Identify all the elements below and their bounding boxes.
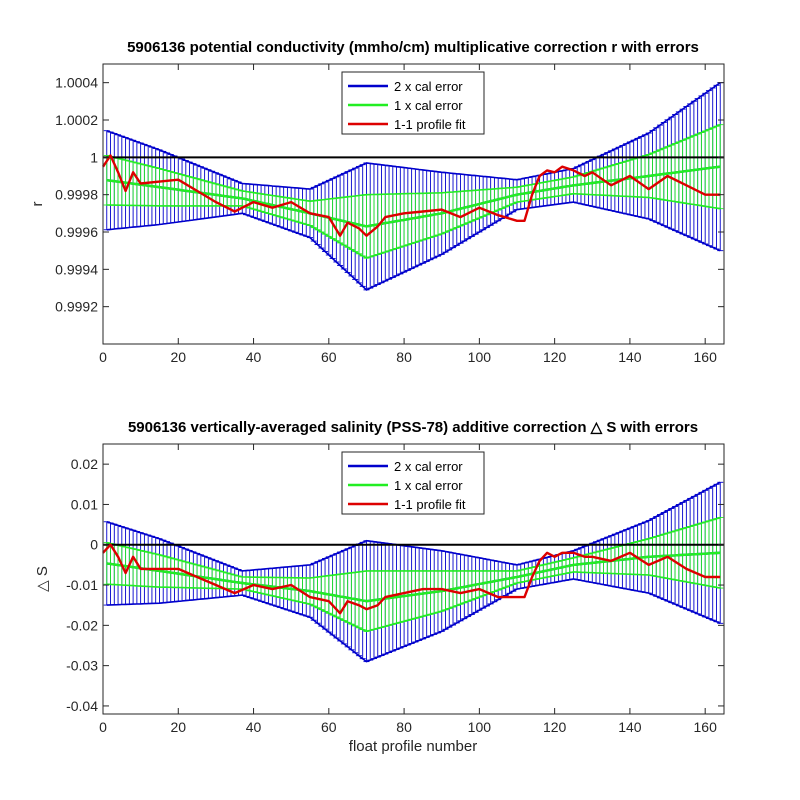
y-tick-label: -0.01: [66, 577, 98, 593]
axes: 0 20 40 60 80 100 120 140 160 0.9992 0.9994 0.9996 0…: [55, 63, 725, 365]
legend: 2 x cal error 1 x cal error 1-1 profile …: [341, 71, 485, 135]
x-tick-label: 160: [694, 349, 718, 365]
upper-error-line: [106, 516, 721, 579]
y-tick-label: 0.9992: [55, 299, 98, 315]
series-one-x-cal-error: [103, 123, 724, 259]
x-tick-label: 20: [170, 719, 186, 735]
series-profile-fit-line: [102, 154, 721, 237]
x-tick-label: 100: [468, 719, 492, 735]
x-tick-label: 60: [321, 719, 337, 735]
panel-salinity: 5906136 vertically-averaged salinity (PS…: [34, 419, 725, 755]
y-tick-label: -0.03: [66, 658, 98, 674]
y-tick-label: -0.02: [66, 617, 98, 633]
x-tick-label: 100: [468, 349, 492, 365]
x-tick-label: 80: [396, 719, 412, 735]
x-tick-label: 160: [694, 719, 718, 735]
x-tick-label: 120: [543, 349, 567, 365]
series-profile-fit-line: [102, 543, 721, 615]
center-line: [106, 551, 721, 603]
upper-error-line: [106, 481, 721, 572]
y-tick-label: 0.9994: [55, 261, 98, 277]
upper-error-line: [106, 82, 721, 190]
x-tick-label: 80: [396, 349, 412, 365]
chart-title: 5906136 vertically-averaged salinity (PS…: [128, 419, 698, 436]
y-tick-label: 1.0004: [55, 75, 98, 91]
lower-error-line: [106, 571, 721, 633]
y-tick-label: -0.04: [66, 698, 98, 714]
y-tick-label: 0: [90, 537, 98, 553]
x-tick-label: 140: [618, 349, 642, 365]
x-tick-label: 0: [99, 719, 107, 735]
axes: 0 20 40 60 80 100 120 140 160 -0.04 -0.03 -0.02 -0.0…: [66, 443, 725, 735]
legend-label-fit: 1-1 profile fit: [394, 497, 466, 512]
plot-content: [102, 481, 724, 663]
plot-content: [102, 82, 724, 291]
legend-label-fit: 1-1 profile fit: [394, 117, 466, 132]
center-line: [106, 165, 721, 228]
lower-error-line: [106, 578, 721, 663]
x-tick-label: 120: [543, 719, 567, 735]
y-tick-label: 0.9998: [55, 187, 98, 203]
y-tick-label: 0.02: [71, 456, 98, 472]
x-tick-label: 0: [99, 349, 107, 365]
upper-error-line: [106, 123, 721, 203]
y-tick-label: 1: [90, 149, 98, 165]
axes-frame: [102, 63, 725, 345]
lower-error-line: [106, 201, 721, 291]
axes-frame: [102, 443, 725, 715]
legend: 2 x cal error 1 x cal error 1-1 profile …: [341, 451, 485, 515]
x-tick-label: 40: [246, 349, 262, 365]
y-axis-label: △ S: [34, 566, 51, 592]
panel-conductivity: 5906136 potential conductivity (mmho/cm)…: [29, 39, 725, 365]
x-tick-label: 60: [321, 349, 337, 365]
chart-title: 5906136 potential conductivity (mmho/cm)…: [127, 39, 699, 56]
x-tick-label: 40: [246, 719, 262, 735]
y-axis-label: r: [29, 202, 46, 207]
y-tick-label: 1.0002: [55, 112, 98, 128]
legend-label-1x: 1 x cal error: [394, 98, 463, 113]
legend-label-2x: 2 x cal error: [394, 79, 463, 94]
x-tick-label: 20: [170, 349, 186, 365]
y-tick-label: 0.9996: [55, 224, 98, 240]
y-tick-label: 0.01: [71, 496, 98, 512]
legend-label-2x: 2 x cal error: [394, 459, 463, 474]
legend-label-1x: 1 x cal error: [394, 478, 463, 493]
x-tick-label: 140: [618, 719, 642, 735]
x-axis-label: float profile number: [349, 738, 477, 755]
lower-error-line: [106, 192, 721, 259]
